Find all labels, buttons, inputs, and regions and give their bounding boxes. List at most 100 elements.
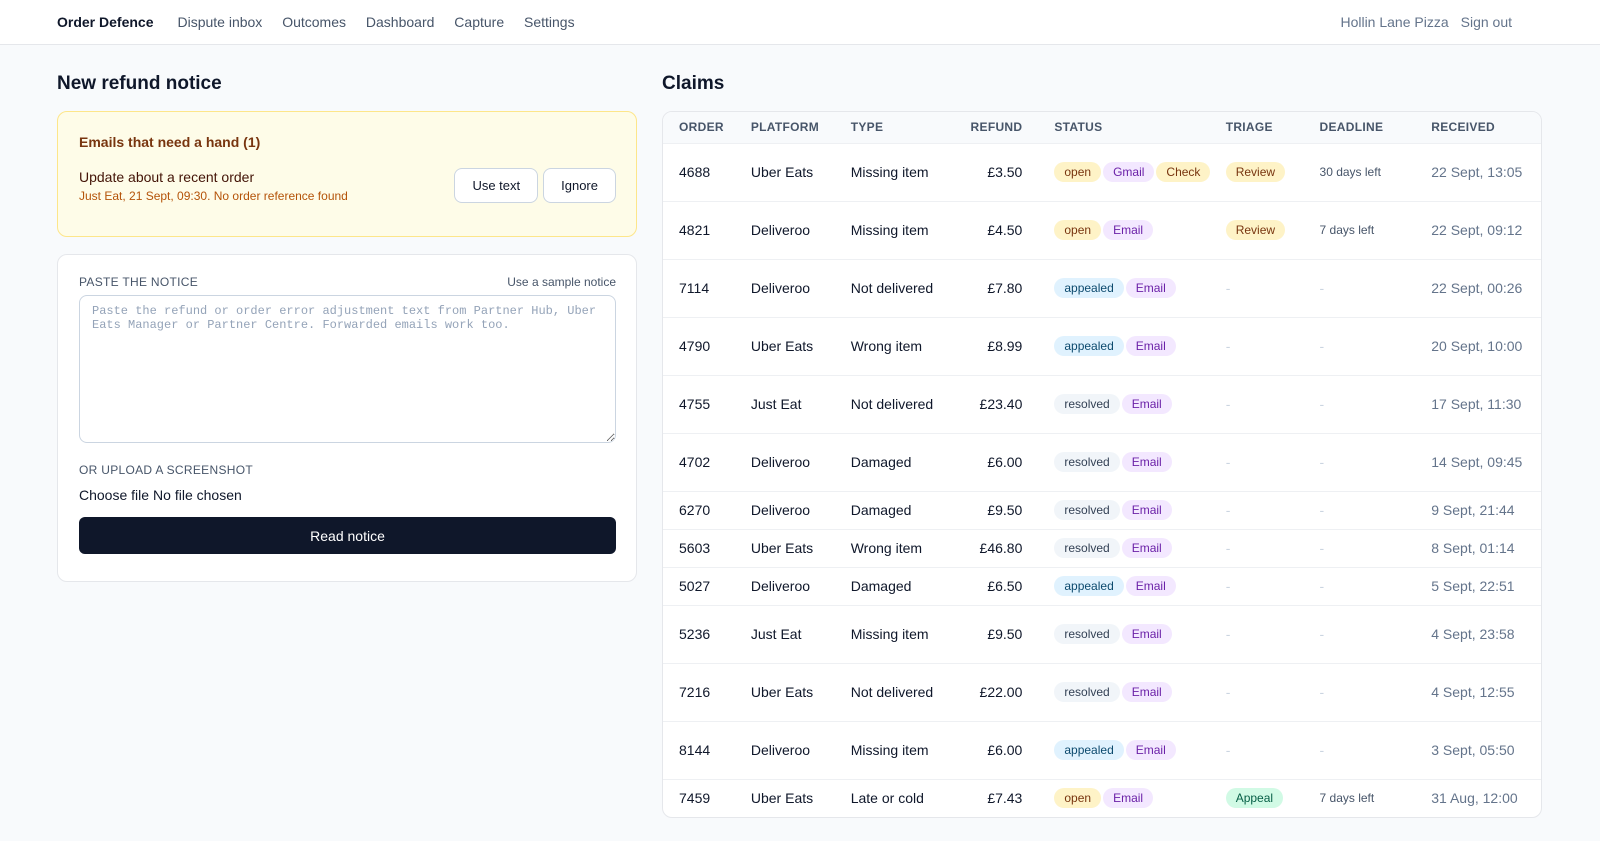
- nav-capture[interactable]: Capture: [454, 14, 505, 30]
- use-text-button[interactable]: Use text: [454, 168, 539, 203]
- triage-cell: Appeal: [1219, 778, 1314, 817]
- order-cell: 5027: [663, 566, 745, 605]
- type-cell: Damaged: [844, 432, 953, 491]
- deadline-cell: -: [1313, 528, 1426, 567]
- status-cell: open Gmail Check: [1048, 142, 1220, 201]
- refund-cell: £9.50: [952, 604, 1049, 663]
- col-deadline[interactable]: DEADLINE: [1313, 112, 1426, 143]
- table-row[interactable]: 8144 Deliveroo Missing item £6.00 appealed Em…: [663, 720, 1541, 779]
- alert-email-subject: Update about a recent order: [79, 168, 255, 185]
- col-triage[interactable]: TRIAGE: [1219, 112, 1314, 143]
- status-badge: resolved: [1054, 682, 1120, 702]
- status-cell: appealed Email: [1048, 566, 1220, 605]
- notice-textarea[interactable]: [79, 295, 616, 443]
- emails-alert: Emails that need a hand (1) Update about…: [57, 111, 637, 237]
- col-received[interactable]: RECEIVED: [1425, 112, 1541, 143]
- col-status[interactable]: STATUS: [1048, 112, 1220, 143]
- table-row[interactable]: 4688 Uber Eats Missing item £3.50 open Gmail C…: [663, 142, 1541, 201]
- platform-cell: Deliveroo: [744, 432, 845, 491]
- table-row[interactable]: 7459 Uber Eats Late or cold £7.43 open Email A…: [663, 778, 1541, 817]
- claims-body: 4688 Uber Eats Missing item £3.50 open Gmail C…: [663, 142, 1541, 817]
- status-badge: open: [1054, 162, 1102, 182]
- order-cell: 4821: [663, 200, 745, 259]
- deadline-cell: 30 days left: [1313, 142, 1426, 201]
- triage-cell: -: [1219, 528, 1314, 567]
- col-type[interactable]: TYPE: [844, 112, 953, 143]
- status-cell: resolved Email: [1048, 490, 1220, 529]
- triage-badge: Appeal: [1225, 788, 1284, 809]
- nav-settings[interactable]: Settings: [524, 14, 575, 30]
- received-cell: 4 Sept, 23:58: [1425, 604, 1541, 663]
- table-row[interactable]: 5236 Just Eat Missing item £9.50 resolved Ema…: [663, 604, 1541, 663]
- channel-badge: Email: [1103, 788, 1154, 809]
- status-cell: open Email: [1048, 200, 1220, 259]
- received-cell: 20 Sept, 10:00: [1425, 316, 1541, 375]
- read-notice-button[interactable]: Read notice: [79, 517, 616, 554]
- table-row[interactable]: 5603 Uber Eats Wrong item £46.80 resolved Ema…: [663, 528, 1541, 567]
- status-cell: appealed Email: [1048, 720, 1220, 779]
- platform-cell: Deliveroo: [744, 566, 845, 605]
- col-order[interactable]: ORDER: [663, 112, 745, 143]
- channel-badge: Email: [1125, 336, 1176, 356]
- choose-file-button[interactable]: Choose file: [79, 487, 150, 503]
- triage-cell: -: [1219, 566, 1314, 605]
- triage-cell: -: [1219, 432, 1314, 491]
- order-cell: 6270: [663, 490, 745, 529]
- order-cell: 7114: [663, 258, 745, 317]
- new-notice-title: New refund notice: [57, 73, 222, 94]
- col-platform[interactable]: PLATFORM: [744, 112, 845, 143]
- type-cell: Wrong item: [844, 528, 953, 567]
- received-cell: 22 Sept, 13:05: [1425, 142, 1541, 201]
- table-row[interactable]: 7114 Deliveroo Not delivered £7.80 appealed E…: [663, 258, 1541, 317]
- status-badge: resolved: [1054, 500, 1120, 520]
- nav-outcomes[interactable]: Outcomes: [282, 14, 347, 30]
- order-cell: 4790: [663, 316, 745, 375]
- brand-logo-text[interactable]: Order Defence: [57, 14, 154, 30]
- triage-cell: Review: [1219, 142, 1314, 201]
- received-cell: 14 Sept, 09:45: [1425, 432, 1541, 491]
- account-area: Hollin Lane Pizza Sign out: [1340, 14, 1512, 30]
- order-cell: 4755: [663, 374, 745, 433]
- deadline-cell: -: [1313, 316, 1426, 375]
- sign-out-link[interactable]: Sign out: [1460, 14, 1512, 30]
- type-cell: Missing item: [844, 200, 953, 259]
- order-cell: 4702: [663, 432, 745, 491]
- ignore-button[interactable]: Ignore: [543, 168, 616, 203]
- refund-cell: £8.99: [952, 316, 1049, 375]
- nav-dispute-inbox[interactable]: Dispute inbox: [177, 14, 263, 30]
- status-badge: resolved: [1054, 452, 1120, 472]
- deadline-cell: -: [1313, 604, 1426, 663]
- triage-cell: Review: [1219, 200, 1314, 259]
- table-header-row: ORDER PLATFORM TYPE REFUND STATUS TRIAGE…: [663, 112, 1541, 143]
- table-row[interactable]: 6270 Deliveroo Damaged £9.50 resolved Email - -…: [663, 490, 1541, 529]
- refund-cell: £7.80: [952, 258, 1049, 317]
- refund-cell: £6.50: [952, 566, 1049, 605]
- alert-email-text: Update about a recent order Just Eat, 21…: [79, 169, 449, 203]
- triage-cell: -: [1219, 374, 1314, 433]
- table-row[interactable]: 4702 Deliveroo Damaged £6.00 resolved Email - -…: [663, 432, 1541, 491]
- nav-dashboard[interactable]: Dashboard: [365, 14, 435, 30]
- file-input[interactable]: Choose file No file chosen: [79, 487, 616, 503]
- status-badge: resolved: [1054, 394, 1120, 414]
- type-cell: Damaged: [844, 490, 953, 529]
- paste-header: PASTE THE NOTICE Use a sample notice: [79, 275, 616, 289]
- sample-notice-link[interactable]: Use a sample notice: [507, 275, 616, 289]
- type-cell: Wrong item: [844, 316, 953, 375]
- table-row[interactable]: 4821 Deliveroo Missing item £4.50 open Email R…: [663, 200, 1541, 259]
- channel-badge: Email: [1125, 740, 1176, 760]
- table-row[interactable]: 7216 Uber Eats Not delivered £22.00 resolved…: [663, 662, 1541, 721]
- table-row[interactable]: 4790 Uber Eats Wrong item £8.99 appealed Emai…: [663, 316, 1541, 375]
- order-cell: 7459: [663, 778, 745, 817]
- channel-badge: Email: [1103, 220, 1154, 240]
- table-row[interactable]: 4755 Just Eat Not delivered £23.40 resolved E…: [663, 374, 1541, 433]
- refund-cell: £6.00: [952, 720, 1049, 779]
- platform-cell: Uber Eats: [744, 316, 845, 375]
- table-row[interactable]: 5027 Deliveroo Damaged £6.50 appealed Email - -…: [663, 566, 1541, 605]
- paste-label: PASTE THE NOTICE: [79, 275, 199, 289]
- deadline-cell: 7 days left: [1313, 778, 1426, 817]
- triage-cell: -: [1219, 490, 1314, 529]
- col-refund[interactable]: REFUND: [952, 112, 1049, 143]
- refund-cell: £22.00: [952, 662, 1049, 721]
- notice-form: PASTE THE NOTICE Use a sample notice OR …: [57, 254, 637, 582]
- received-cell: 9 Sept, 21:44: [1425, 490, 1541, 529]
